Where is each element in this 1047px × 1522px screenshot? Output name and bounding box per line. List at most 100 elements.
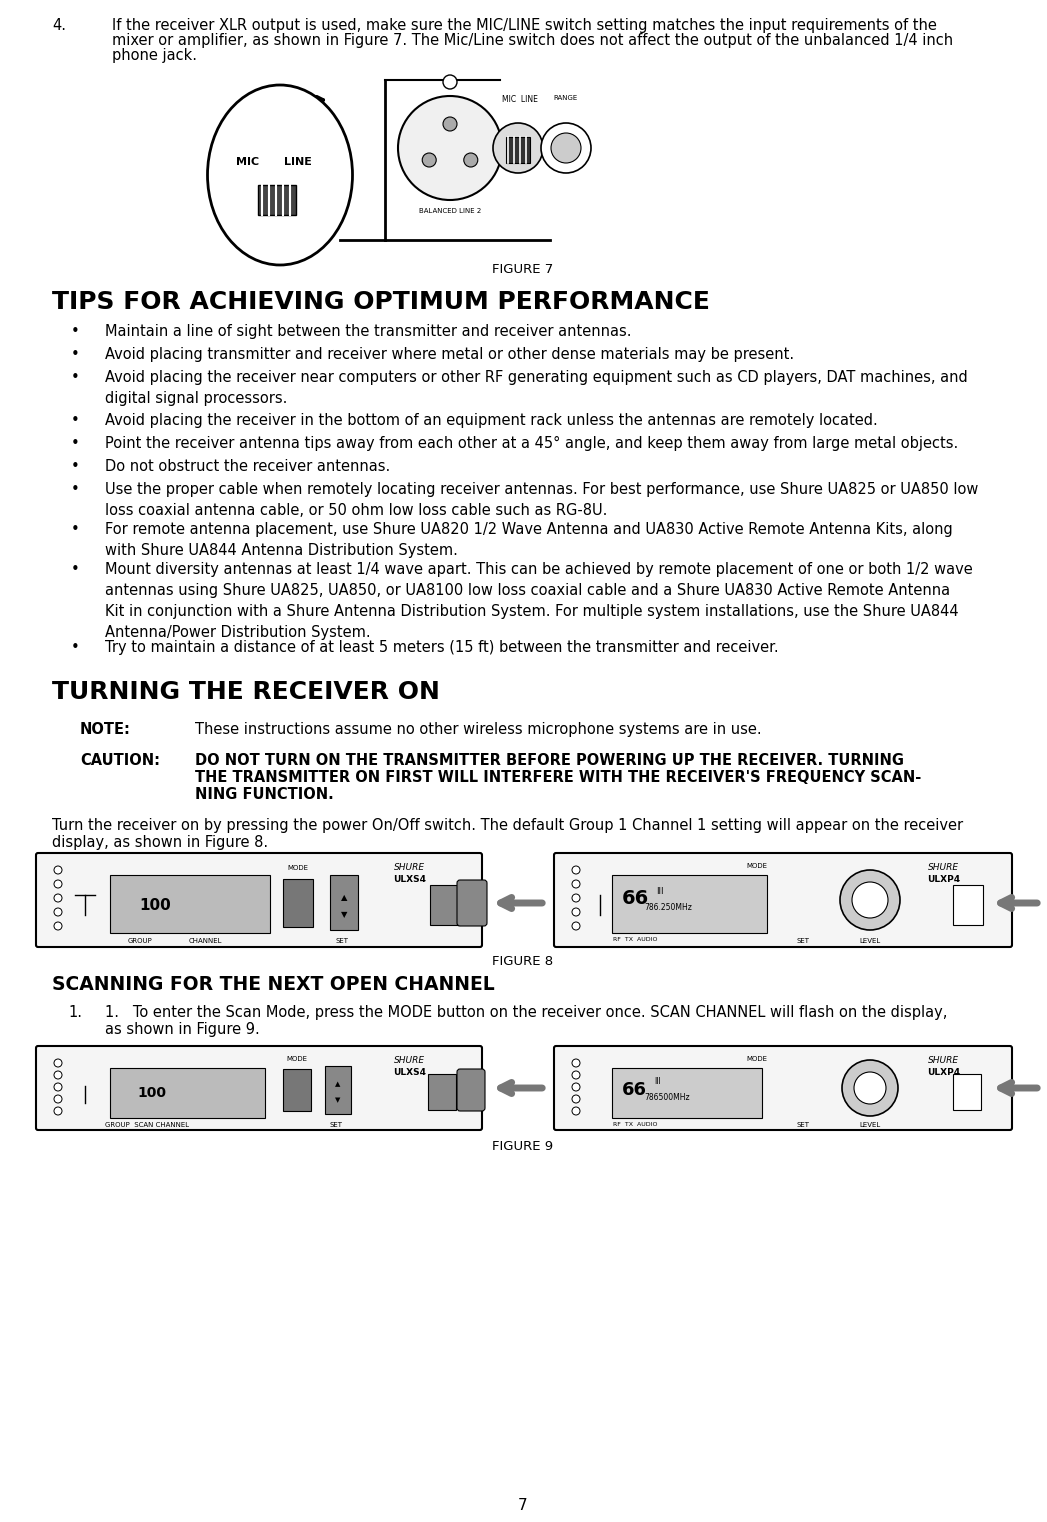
Circle shape bbox=[854, 1071, 886, 1103]
Circle shape bbox=[422, 154, 437, 167]
Text: SHURE: SHURE bbox=[929, 1056, 959, 1065]
Text: ▲: ▲ bbox=[340, 893, 348, 903]
Text: phone jack.: phone jack. bbox=[112, 49, 197, 62]
Text: III: III bbox=[656, 886, 664, 895]
Circle shape bbox=[54, 909, 62, 916]
Bar bbox=[428, 1075, 456, 1110]
Text: MIC: MIC bbox=[237, 157, 260, 167]
Text: RF  TX  AUDIO: RF TX AUDIO bbox=[612, 938, 658, 942]
Circle shape bbox=[572, 909, 580, 916]
Text: TURNING THE RECEIVER ON: TURNING THE RECEIVER ON bbox=[52, 680, 440, 705]
Circle shape bbox=[443, 75, 456, 88]
Text: 786.250MHz: 786.250MHz bbox=[644, 903, 692, 912]
Circle shape bbox=[572, 922, 580, 930]
FancyBboxPatch shape bbox=[554, 1046, 1012, 1129]
Circle shape bbox=[572, 866, 580, 874]
Text: MODE: MODE bbox=[287, 1056, 308, 1062]
Text: •: • bbox=[70, 370, 80, 385]
Text: Mount diversity antennas at least 1/4 wave apart. This can be achieved by remote: Mount diversity antennas at least 1/4 wa… bbox=[105, 562, 973, 639]
Bar bbox=[283, 1068, 311, 1111]
Circle shape bbox=[398, 96, 502, 199]
Circle shape bbox=[572, 880, 580, 887]
Circle shape bbox=[572, 1059, 580, 1067]
Text: •: • bbox=[70, 412, 80, 428]
Text: ▲: ▲ bbox=[335, 1081, 340, 1087]
Text: CHANNEL: CHANNEL bbox=[188, 938, 222, 944]
FancyBboxPatch shape bbox=[554, 852, 1012, 947]
Circle shape bbox=[443, 117, 456, 131]
Text: SET: SET bbox=[330, 1122, 342, 1128]
Circle shape bbox=[840, 871, 900, 930]
Circle shape bbox=[54, 1094, 62, 1103]
Bar bbox=[953, 884, 983, 925]
Circle shape bbox=[464, 154, 477, 167]
FancyBboxPatch shape bbox=[36, 852, 482, 947]
Bar bbox=[612, 1068, 762, 1119]
Text: mixer or amplifier, as shown in Figure 7. The Mic/Line switch does not affect th: mixer or amplifier, as shown in Figure 7… bbox=[112, 33, 953, 49]
Circle shape bbox=[54, 880, 62, 887]
Circle shape bbox=[842, 1059, 898, 1116]
FancyBboxPatch shape bbox=[456, 880, 487, 925]
Text: ▼: ▼ bbox=[340, 910, 348, 919]
Bar bbox=[506, 137, 530, 163]
Text: RANGE: RANGE bbox=[554, 94, 578, 100]
Text: NING FUNCTION.: NING FUNCTION. bbox=[195, 787, 334, 802]
Text: Avoid placing transmitter and receiver where metal or other dense materials may : Avoid placing transmitter and receiver w… bbox=[105, 347, 794, 362]
Circle shape bbox=[572, 1071, 580, 1079]
Text: FIGURE 8: FIGURE 8 bbox=[492, 954, 554, 968]
Text: DO NOT TURN ON THE TRANSMITTER BEFORE POWERING UP THE RECEIVER. TURNING: DO NOT TURN ON THE TRANSMITTER BEFORE PO… bbox=[195, 753, 904, 769]
Text: 100: 100 bbox=[137, 1087, 166, 1100]
Text: •: • bbox=[70, 435, 80, 451]
Bar bbox=[110, 1068, 265, 1119]
Circle shape bbox=[54, 866, 62, 874]
Text: •: • bbox=[70, 639, 80, 654]
Text: 66: 66 bbox=[621, 889, 649, 909]
Ellipse shape bbox=[207, 85, 353, 265]
Text: •: • bbox=[70, 522, 80, 537]
Text: FIGURE 7: FIGURE 7 bbox=[492, 263, 554, 275]
Text: MODE: MODE bbox=[747, 1056, 767, 1062]
Text: ULXP4: ULXP4 bbox=[928, 1068, 960, 1078]
Circle shape bbox=[54, 893, 62, 903]
Text: MODE: MODE bbox=[747, 863, 767, 869]
Text: Do not obstruct the receiver antennas.: Do not obstruct the receiver antennas. bbox=[105, 460, 391, 473]
Text: display, as shown in Figure 8.: display, as shown in Figure 8. bbox=[52, 836, 268, 849]
Circle shape bbox=[54, 1059, 62, 1067]
Bar bbox=[325, 1065, 351, 1114]
Text: MIC  LINE: MIC LINE bbox=[503, 94, 538, 103]
Circle shape bbox=[551, 132, 581, 163]
Text: MODE: MODE bbox=[288, 864, 309, 871]
Text: LEVEL: LEVEL bbox=[860, 1122, 881, 1128]
Circle shape bbox=[54, 1106, 62, 1116]
Circle shape bbox=[572, 893, 580, 903]
Text: For remote antenna placement, use Shure UA820 1/2 Wave Antenna and UA830 Active : For remote antenna placement, use Shure … bbox=[105, 522, 953, 559]
Text: NOTE:: NOTE: bbox=[80, 721, 131, 737]
Text: •: • bbox=[70, 347, 80, 362]
Text: SET: SET bbox=[797, 1122, 809, 1128]
FancyBboxPatch shape bbox=[36, 1046, 482, 1129]
Circle shape bbox=[54, 1071, 62, 1079]
Circle shape bbox=[541, 123, 591, 174]
Circle shape bbox=[852, 883, 888, 918]
Text: SET: SET bbox=[335, 938, 349, 944]
Text: GROUP  SCAN CHANNEL: GROUP SCAN CHANNEL bbox=[105, 1122, 190, 1128]
Text: ULXP4: ULXP4 bbox=[928, 875, 960, 884]
Text: LEVEL: LEVEL bbox=[860, 938, 881, 944]
Text: CAUTION:: CAUTION: bbox=[80, 753, 160, 769]
Bar bbox=[283, 880, 313, 927]
Text: TIPS FOR ACHIEVING OPTIMUM PERFORMANCE: TIPS FOR ACHIEVING OPTIMUM PERFORMANCE bbox=[52, 291, 710, 314]
Text: Point the receiver antenna tips away from each other at a 45° angle, and keep th: Point the receiver antenna tips away fro… bbox=[105, 435, 958, 451]
Bar bbox=[110, 875, 270, 933]
Text: 66: 66 bbox=[622, 1081, 646, 1099]
Text: 1.: 1. bbox=[68, 1005, 82, 1020]
Bar bbox=[330, 875, 358, 930]
Text: SCANNING FOR THE NEXT OPEN CHANNEL: SCANNING FOR THE NEXT OPEN CHANNEL bbox=[52, 976, 495, 994]
Text: Use the proper cable when remotely locating receiver antennas. For best performa: Use the proper cable when remotely locat… bbox=[105, 482, 978, 517]
Text: ULXS4: ULXS4 bbox=[394, 1068, 426, 1078]
Circle shape bbox=[572, 1084, 580, 1091]
FancyBboxPatch shape bbox=[456, 1068, 485, 1111]
Text: GROUP: GROUP bbox=[128, 938, 153, 944]
Text: Try to maintain a distance of at least 5 meters (15 ft) between the transmitter : Try to maintain a distance of at least 5… bbox=[105, 639, 779, 654]
Text: Turn the receiver on by pressing the power On/Off switch. The default Group 1 Ch: Turn the receiver on by pressing the pow… bbox=[52, 817, 963, 833]
Circle shape bbox=[572, 1094, 580, 1103]
